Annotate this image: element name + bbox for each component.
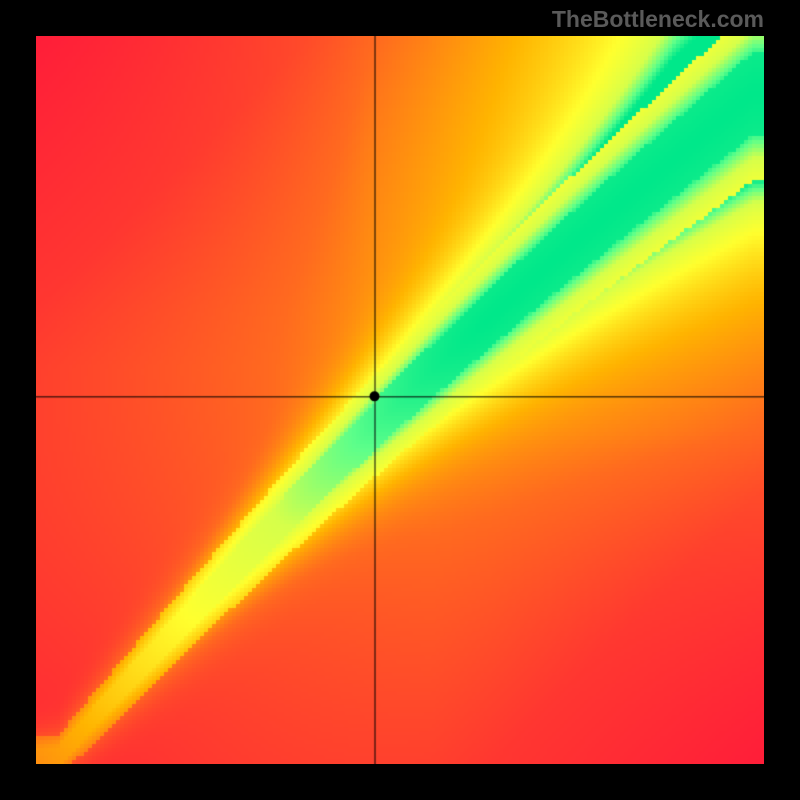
bottleneck-heatmap bbox=[36, 36, 764, 764]
attribution-label: TheBottleneck.com bbox=[552, 6, 764, 33]
